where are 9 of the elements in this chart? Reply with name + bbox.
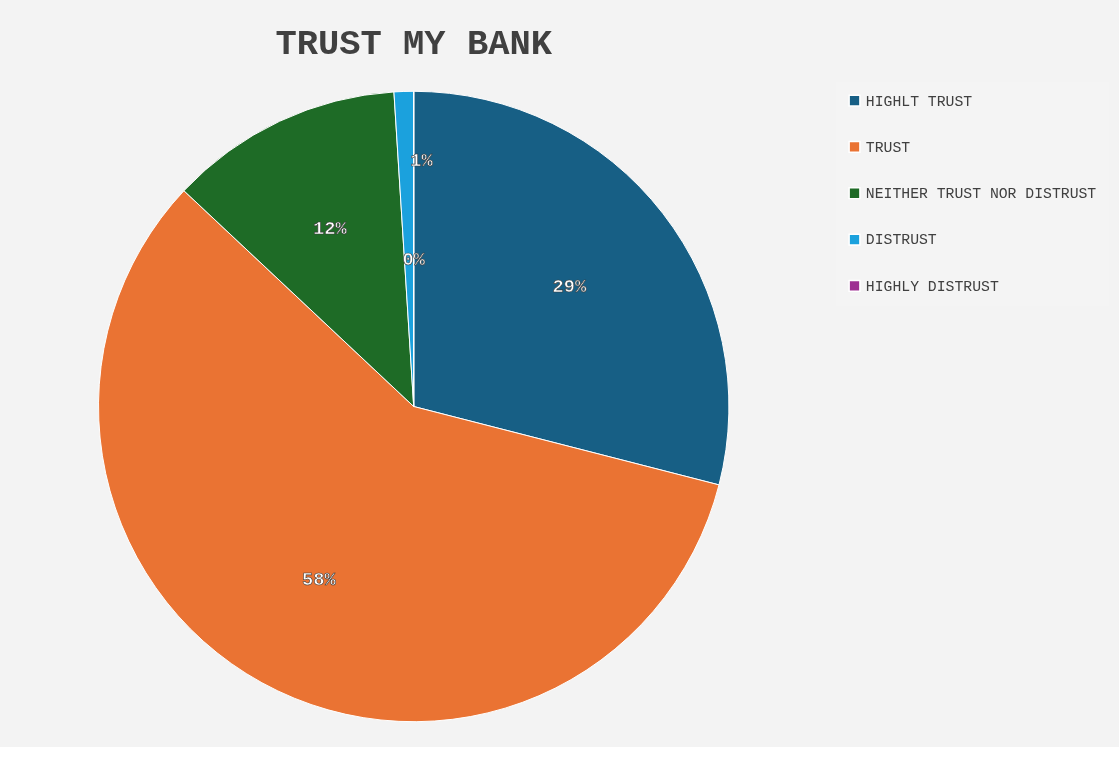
legend-label: TRUST — [865, 139, 911, 156]
legend-label: DISTRUST — [865, 232, 937, 249]
legend-label: NEITHER TRUST NOR DISTRUST — [865, 186, 1097, 203]
chart-title: TRUST MY BANK — [275, 23, 553, 65]
legend-label: HIGHLY DISTRUST — [865, 278, 999, 295]
data-label: 29% — [552, 275, 587, 298]
data-label: 58% — [301, 569, 337, 592]
legend-label: HIGHLT TRUST — [865, 93, 973, 110]
data-label: 12% — [313, 218, 348, 241]
